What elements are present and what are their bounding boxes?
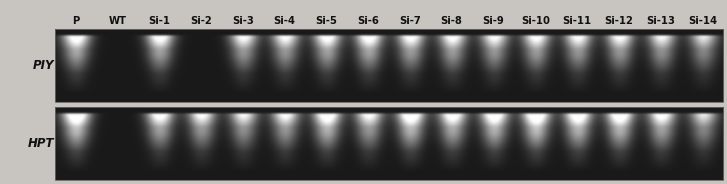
Text: HPT: HPT (28, 137, 55, 150)
Text: Si-7: Si-7 (399, 16, 421, 26)
Text: Si-3: Si-3 (232, 16, 254, 26)
Text: Si-6: Si-6 (357, 16, 379, 26)
Text: Si-2: Si-2 (190, 16, 212, 26)
Text: WT: WT (108, 16, 126, 26)
Text: PIY: PIY (33, 59, 55, 72)
Text: Si-1: Si-1 (148, 16, 170, 26)
Text: Si-12: Si-12 (604, 16, 633, 26)
Text: Si-8: Si-8 (441, 16, 462, 26)
Text: Si-11: Si-11 (563, 16, 592, 26)
Text: Si-5: Si-5 (316, 16, 337, 26)
Text: Si-10: Si-10 (521, 16, 550, 26)
Bar (55, 29, 723, 102)
Text: Si-4: Si-4 (273, 16, 295, 26)
Text: P: P (72, 16, 79, 26)
Bar (55, 107, 723, 180)
Text: Si-13: Si-13 (646, 16, 675, 26)
Text: Si-9: Si-9 (483, 16, 505, 26)
Text: Si-14: Si-14 (688, 16, 717, 26)
